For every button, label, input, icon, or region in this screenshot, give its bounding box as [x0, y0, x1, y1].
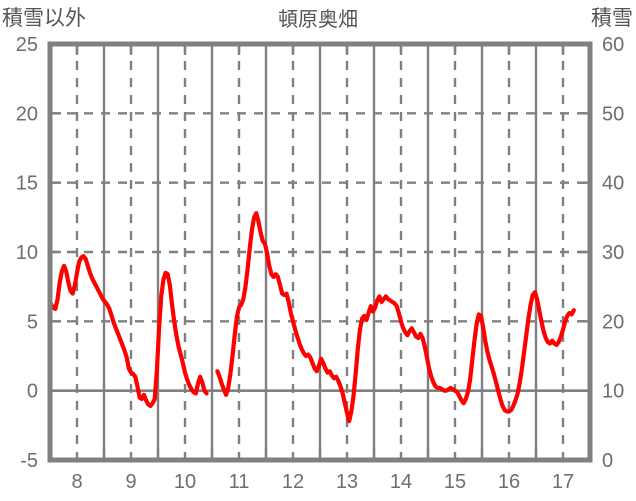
tick-marks-layer	[48, 44, 590, 460]
x-tick-label: 17	[552, 471, 574, 493]
x-tick-label: 8	[71, 471, 82, 493]
x-tick-label: 11	[229, 471, 250, 493]
x-tick-label: 12	[282, 471, 304, 493]
left-tick-label: 15	[16, 173, 38, 195]
x-tick-label: 15	[444, 471, 466, 493]
right-tick-label: 50	[602, 103, 624, 125]
right-axis-title: 積雪	[591, 7, 633, 30]
right-tick-label: 0	[602, 450, 613, 472]
x-tick-label: 13	[336, 471, 358, 493]
right-tick-label: 20	[602, 311, 624, 333]
right-tick-label: 30	[602, 242, 624, 264]
left-axis-title: 積雪以外	[2, 7, 86, 30]
left-tick-label: 5	[27, 311, 38, 333]
right-tick-label: 60	[602, 34, 624, 56]
left-tick-label: 25	[16, 34, 38, 56]
left-tick-label: -5	[20, 450, 38, 472]
right-tick-label: 10	[602, 381, 624, 403]
x-tick-label: 16	[498, 471, 520, 493]
x-tick-label: 14	[390, 471, 412, 493]
data-series-line-0	[215, 211, 576, 424]
x-tick-label: 10	[174, 471, 196, 493]
x-tick-label: 9	[125, 471, 136, 493]
chart-title: 頓原奥畑	[278, 9, 358, 31]
left-tick-label: 10	[16, 242, 38, 264]
series-layer	[47, 211, 576, 424]
data-series-line-0	[47, 254, 209, 409]
left-tick-label: 0	[27, 381, 38, 403]
right-tick-label: 40	[602, 173, 624, 195]
left-tick-label: 20	[16, 103, 38, 125]
grid-layer	[48, 44, 592, 460]
